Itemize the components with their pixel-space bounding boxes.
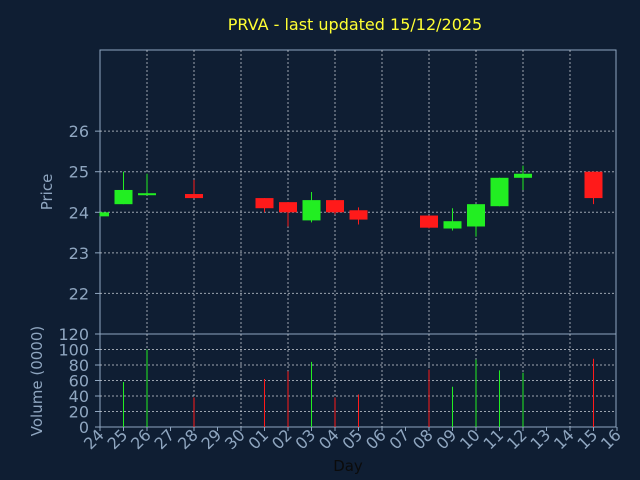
candles (99, 165, 603, 237)
candle (185, 179, 203, 199)
candle (490, 177, 509, 207)
candle (584, 171, 603, 205)
candle-body (443, 221, 462, 229)
candle-body (302, 200, 321, 221)
candle (114, 171, 133, 205)
candle-body (326, 200, 344, 213)
price-panel: 22 23 24 25 26 Price (38, 49, 617, 335)
candle-body (255, 198, 274, 209)
volume-tick-label: 100 (58, 341, 89, 360)
candle-body (420, 215, 438, 228)
candle-body (185, 194, 203, 199)
x-tick-label: 16 (597, 425, 625, 453)
price-tick-label: 22 (69, 284, 89, 303)
candle-body (114, 189, 133, 205)
volume-tick-label: 80 (69, 356, 89, 375)
candle (255, 198, 274, 213)
candle-body (100, 212, 109, 217)
x-axis-ticks: 2425262728293001020304050607080910111213… (80, 425, 625, 453)
price-tick-label: 25 (69, 163, 89, 182)
price-tick-label: 26 (69, 122, 89, 141)
price-tick-label: 23 (69, 244, 89, 263)
candle-body (138, 193, 156, 196)
candle (326, 200, 344, 215)
price-tick-label: 24 (69, 203, 89, 222)
candle (467, 204, 485, 237)
chart-title: PRVA - last updated 15/12/2025 (228, 15, 482, 34)
volume-tick-label: 20 (69, 403, 89, 422)
candle-body (490, 177, 509, 207)
candle (420, 215, 438, 229)
volume-tick-label: 60 (69, 372, 89, 391)
price-plot-frame (99, 49, 617, 335)
volume-tick-label: 0 (79, 418, 89, 437)
candle (279, 202, 297, 227)
price-y-ticks: 22 23 24 25 26 (69, 122, 100, 303)
price-grid (100, 50, 616, 334)
candle (99, 212, 109, 217)
candle-body (584, 171, 603, 199)
candle (443, 208, 462, 231)
price-axis-label: Price (38, 174, 56, 211)
candle-body (514, 173, 532, 178)
x-axis-label: Day (333, 457, 363, 475)
candle-body (279, 202, 297, 213)
candle (349, 207, 368, 225)
candle-body (467, 204, 485, 227)
volume-tick-label: 40 (69, 387, 89, 406)
candle (302, 192, 321, 223)
candle-body (349, 210, 368, 220)
volume-bars (123, 349, 594, 427)
candle (138, 173, 156, 196)
candle (514, 165, 532, 190)
volume-axis-label: Volume (0000) (28, 326, 46, 436)
volume-tick-label: 120 (58, 325, 89, 344)
